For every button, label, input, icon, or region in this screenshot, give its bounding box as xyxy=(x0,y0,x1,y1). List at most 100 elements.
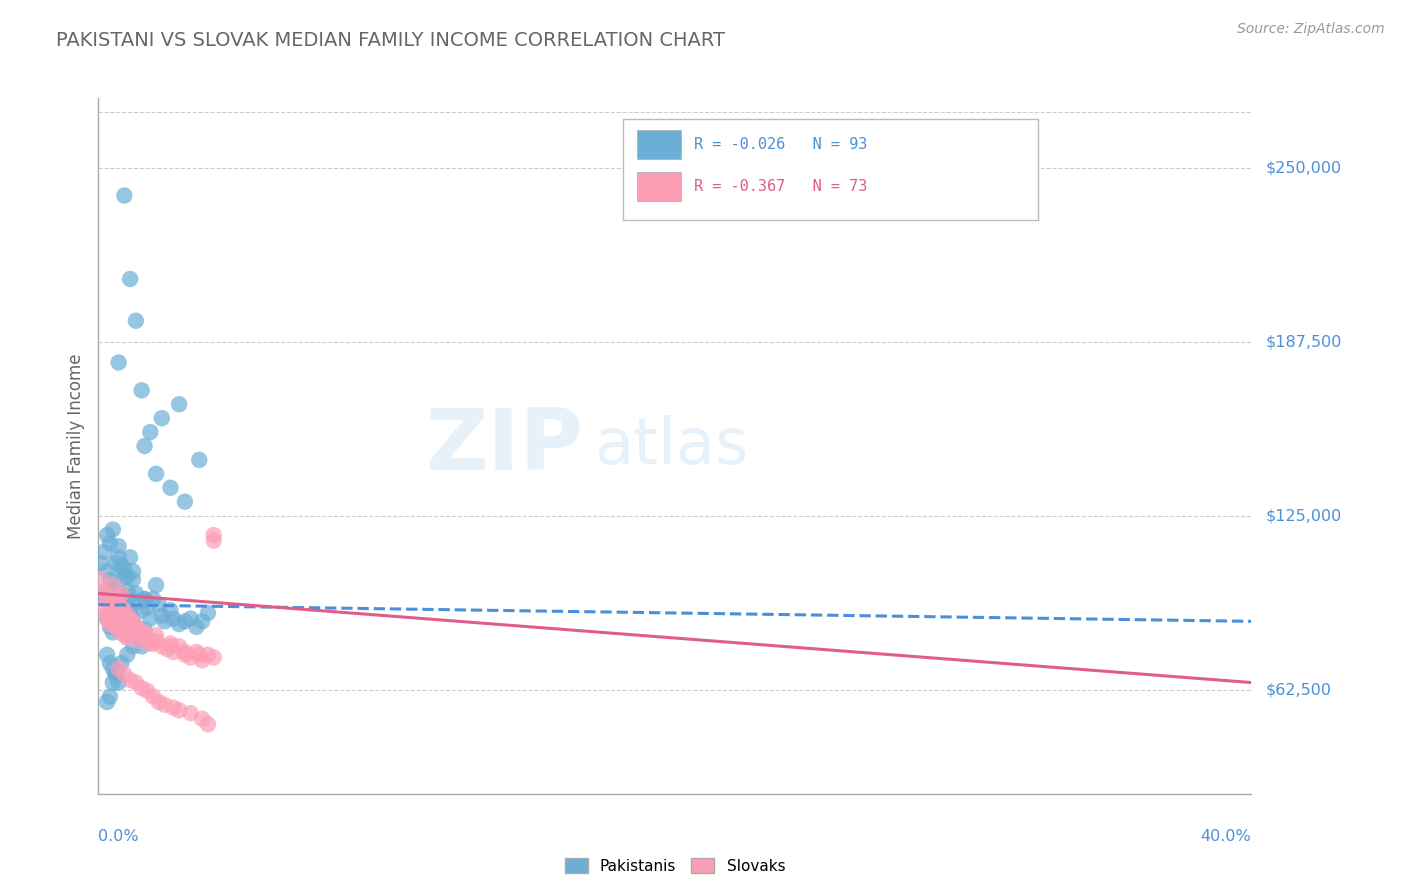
Point xyxy=(107,662,129,676)
Point xyxy=(107,598,129,612)
Point xyxy=(98,592,121,607)
Point xyxy=(104,667,127,681)
Point xyxy=(104,620,127,634)
Point xyxy=(128,595,150,609)
Point xyxy=(142,690,165,704)
Point xyxy=(112,561,135,575)
Text: atlas: atlas xyxy=(595,415,748,477)
Point xyxy=(145,578,167,592)
Point xyxy=(93,600,115,615)
Point xyxy=(107,589,129,603)
Point xyxy=(96,611,118,625)
Point xyxy=(104,589,127,603)
Point xyxy=(98,595,121,609)
Point xyxy=(110,656,132,670)
Point xyxy=(107,675,129,690)
Point xyxy=(139,611,162,625)
Text: $187,500: $187,500 xyxy=(1265,334,1341,349)
Point xyxy=(197,606,219,620)
Point xyxy=(148,695,170,709)
Point xyxy=(101,578,124,592)
Point xyxy=(104,615,127,629)
Point xyxy=(167,397,190,411)
Point xyxy=(122,640,145,654)
Point xyxy=(128,623,150,637)
Point xyxy=(122,564,145,578)
Point xyxy=(104,556,127,570)
Point xyxy=(125,314,148,328)
Point xyxy=(104,667,127,681)
Point xyxy=(120,550,142,565)
Point xyxy=(107,550,129,565)
Point xyxy=(180,611,202,625)
Point xyxy=(134,439,156,453)
Point xyxy=(96,695,118,709)
Point xyxy=(125,586,148,600)
Point xyxy=(174,494,197,508)
Point xyxy=(148,598,170,612)
Point xyxy=(131,603,153,617)
Point xyxy=(112,188,135,202)
Point xyxy=(117,628,138,642)
Point xyxy=(96,583,118,598)
Text: R = -0.026   N = 93: R = -0.026 N = 93 xyxy=(695,136,868,152)
Point xyxy=(134,592,156,607)
Text: $250,000: $250,000 xyxy=(1265,161,1341,175)
Point xyxy=(188,648,211,662)
Point xyxy=(117,583,138,598)
Point xyxy=(104,583,127,598)
Point xyxy=(186,645,208,659)
Point xyxy=(101,523,124,537)
Point xyxy=(110,564,132,578)
Point xyxy=(156,642,179,657)
Point xyxy=(112,603,135,617)
Point xyxy=(128,628,150,642)
Text: $62,500: $62,500 xyxy=(1265,682,1331,697)
Point xyxy=(188,453,211,467)
Point xyxy=(98,620,121,634)
Point xyxy=(112,617,135,632)
Point xyxy=(150,411,173,425)
Point xyxy=(134,592,156,607)
Point xyxy=(101,600,124,615)
Point xyxy=(101,606,124,620)
Point xyxy=(98,536,121,550)
Point xyxy=(104,595,127,609)
Point xyxy=(125,675,148,690)
Y-axis label: Median Family Income: Median Family Income xyxy=(66,353,84,539)
Point xyxy=(117,620,138,634)
Point xyxy=(136,631,159,645)
Point xyxy=(110,625,132,640)
Text: PAKISTANI VS SLOVAK MEDIAN FAMILY INCOME CORRELATION CHART: PAKISTANI VS SLOVAK MEDIAN FAMILY INCOME… xyxy=(56,31,725,50)
Point xyxy=(136,684,159,698)
Point xyxy=(167,703,190,717)
Point xyxy=(112,617,135,632)
Point xyxy=(107,539,129,553)
Point xyxy=(162,700,184,714)
Point xyxy=(139,637,162,651)
Point xyxy=(101,589,124,603)
Text: 0.0%: 0.0% xyxy=(98,829,139,844)
Point xyxy=(104,617,127,632)
Point xyxy=(128,633,150,648)
Point xyxy=(167,617,190,632)
Point xyxy=(120,272,142,286)
Point xyxy=(96,589,118,603)
Bar xyxy=(637,130,681,160)
Point xyxy=(112,570,135,584)
Point xyxy=(125,620,148,634)
Legend: Pakistanis, Slovaks: Pakistanis, Slovaks xyxy=(558,852,792,880)
Point xyxy=(98,656,121,670)
Point xyxy=(197,648,219,662)
Point xyxy=(153,698,176,712)
Point xyxy=(122,611,145,625)
Point xyxy=(101,662,124,676)
Text: ZIP: ZIP xyxy=(425,404,582,488)
Point xyxy=(142,592,165,607)
Point xyxy=(90,556,112,570)
Point xyxy=(191,615,214,629)
Point xyxy=(145,633,167,648)
Point xyxy=(107,623,129,637)
Point xyxy=(131,628,153,642)
Point xyxy=(107,611,129,625)
